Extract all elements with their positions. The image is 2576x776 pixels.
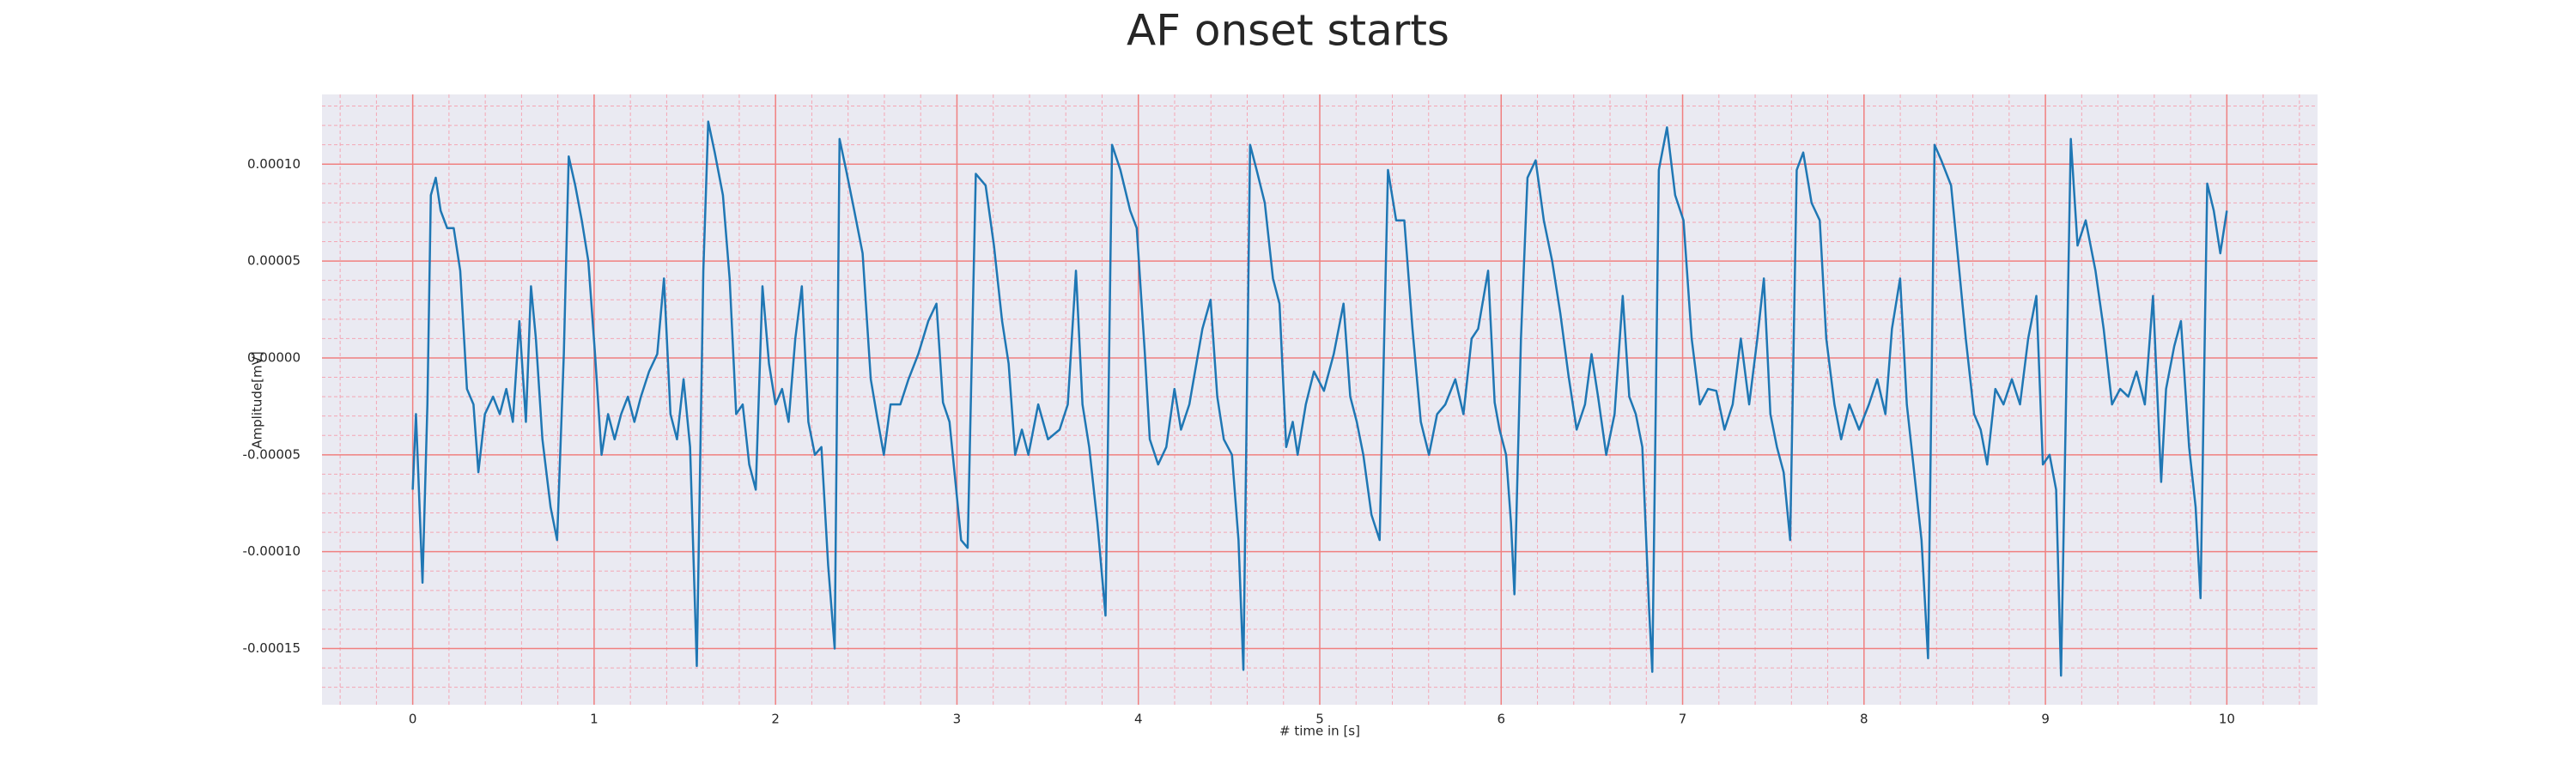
x-tick-label: 3 [953, 712, 962, 727]
x-tick-label: 10 [2219, 712, 2235, 727]
x-tick-label: 4 [1134, 712, 1143, 727]
x-tick-label: 7 [1679, 712, 1687, 727]
x-tick-label: 9 [2041, 712, 2050, 727]
chart-title: AF onset starts [1127, 6, 1449, 56]
y-tick-label: 0.00010 [247, 156, 301, 172]
y-tick-label: -0.00005 [243, 446, 301, 462]
y-tick-label: -0.00015 [243, 640, 301, 656]
x-tick-label: 1 [590, 712, 598, 727]
y-tick-label: -0.00010 [243, 543, 301, 559]
y-axis-label: Amplitude[mV] [250, 351, 265, 448]
x-tick-label: 5 [1315, 712, 1324, 727]
x-tick-label: 2 [771, 712, 780, 727]
signal-line [411, 120, 2228, 677]
x-tick-label: 6 [1497, 712, 1505, 727]
x-tick-label: 8 [1860, 712, 1868, 727]
x-axis-label: # time in [s] [1279, 724, 1360, 739]
y-tick-label: 0.00000 [247, 349, 301, 365]
x-tick-label: 0 [409, 712, 417, 727]
y-tick-label: 0.00005 [247, 253, 301, 269]
